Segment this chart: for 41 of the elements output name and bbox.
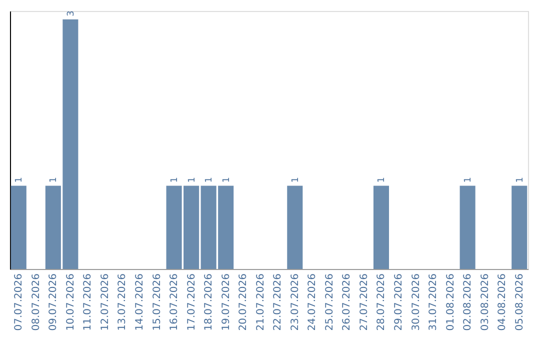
data-label: 1 — [377, 177, 388, 183]
x-tick-label: 14.07.2026 — [134, 274, 146, 331]
x-tick-label: 21.07.2026 — [255, 274, 266, 331]
x-tick-label: 20.07.2026 — [238, 274, 250, 331]
x-tick-label: 23.07.2026 — [290, 274, 301, 331]
x-tick-label: 26.07.2026 — [342, 274, 353, 331]
x-tick-label: 02.08.2026 — [462, 274, 474, 331]
x-tick-label: 29.07.2026 — [394, 274, 404, 331]
data-label: 3 — [66, 10, 76, 16]
x-tick-label: 07.07.2026 — [14, 274, 25, 331]
data-label: 1 — [290, 177, 301, 183]
x-tick-label: 10.07.2026 — [65, 274, 76, 331]
data-label: 1 — [204, 177, 215, 183]
x-tick-label: 25.07.2026 — [324, 274, 336, 331]
x-tick-label: 22.07.2026 — [272, 274, 284, 331]
x-tick-label: 27.07.2026 — [358, 274, 370, 331]
x-tick-label: 28.07.2026 — [376, 274, 388, 331]
x-tick-label: 19.07.2026 — [220, 274, 232, 331]
x-tick-label: 11.07.2026 — [82, 274, 94, 331]
x-tick-label: 09.07.2026 — [48, 274, 60, 331]
data-label: 1 — [515, 177, 526, 183]
data-label: 1 — [187, 177, 198, 183]
data-label: 1 — [49, 177, 60, 183]
x-tick-label: 15.07.2026 — [152, 274, 163, 331]
data-label: 1 — [464, 177, 474, 183]
x-tick-label: 31.07.2026 — [428, 274, 440, 331]
x-tick-label: 18.07.2026 — [204, 274, 215, 331]
x-tick-label: 30.07.2026 — [410, 274, 422, 331]
x-tick-label: 13.07.2026 — [117, 274, 128, 331]
x-tick-label: 03.08.2026 — [480, 274, 491, 331]
data-label: 1 — [14, 177, 25, 183]
x-tick-label: 12.07.2026 — [100, 274, 111, 331]
x-tick-label: 24.07.2026 — [307, 274, 318, 331]
data-label: 1 — [170, 177, 180, 183]
x-tick-label: 01.08.2026 — [445, 274, 456, 331]
x-tick-label: 04.08.2026 — [497, 274, 508, 331]
data-label: 1 — [222, 177, 232, 183]
x-tick-label: 16.07.2026 — [169, 274, 180, 331]
x-tick-label: 17.07.2026 — [186, 274, 198, 331]
x-tick-label: 05.08.2026 — [514, 274, 526, 331]
x-tick-label: 08.07.2026 — [30, 274, 42, 331]
